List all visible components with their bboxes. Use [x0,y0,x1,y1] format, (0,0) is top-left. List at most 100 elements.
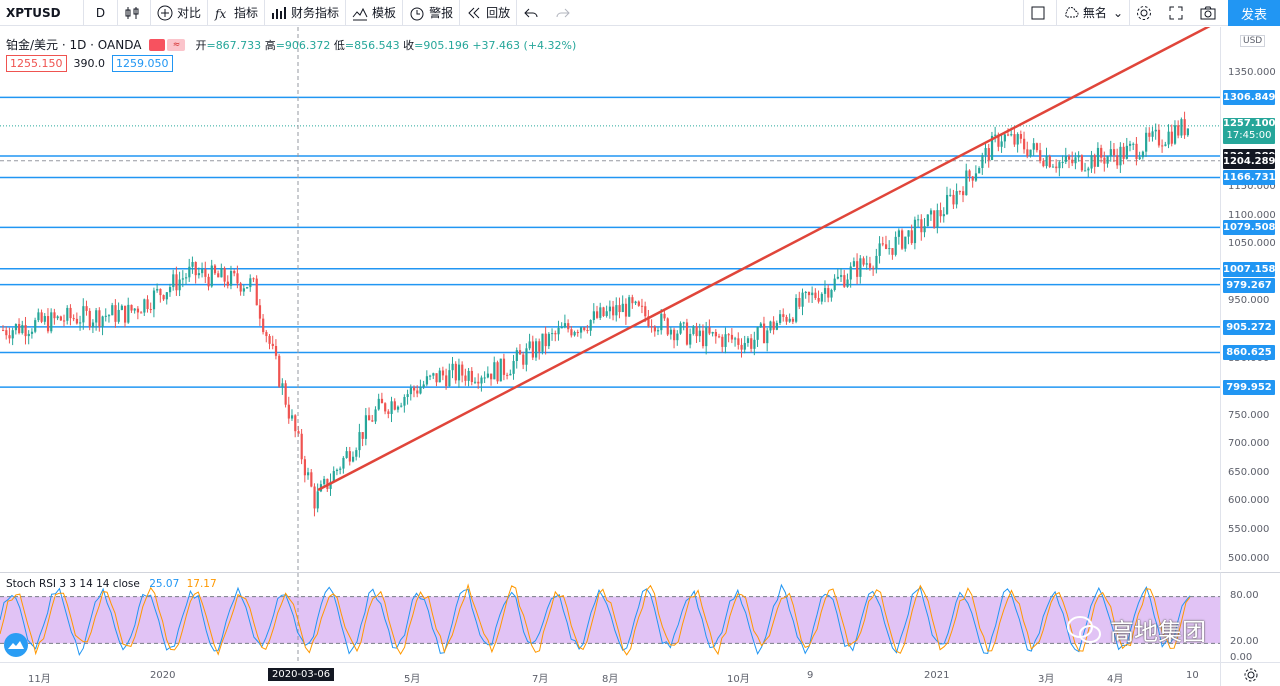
level-label[interactable]: 1007.158 [1223,261,1276,277]
crosshair-price-label: 1204.289 [1223,153,1276,169]
gear-icon[interactable] [1243,667,1259,683]
candle-body [278,355,281,387]
redo-button[interactable] [549,0,581,26]
stoch-rsi-svg[interactable] [0,573,1220,662]
candles-icon [125,6,139,19]
candle-body [798,297,801,307]
candle-body [958,191,962,193]
candle-body [570,329,573,336]
stoch-rsi-pane[interactable] [0,572,1220,662]
level-label[interactable]: 799.952 [1223,380,1275,396]
compare-button[interactable]: 对比 [151,0,209,26]
candle-body [490,373,493,380]
candle-body [249,278,252,288]
candle-body [85,306,88,311]
level-label[interactable]: 905.272 [1223,319,1275,335]
alert-button[interactable]: 警报 [403,0,461,26]
tradingview-logo[interactable] [4,633,28,657]
interval-button[interactable]: D [84,0,118,26]
candle-body [11,330,14,339]
candle-body [191,262,194,267]
candle-body [149,309,152,311]
candle-body [217,273,220,278]
candle-body [875,255,878,269]
replay-button[interactable]: 回放 [460,0,518,26]
fullscreen-layout-button[interactable] [1022,0,1057,26]
candle-body [1039,150,1042,161]
layout-name-button[interactable]: 無名 ⌄ [1057,0,1130,26]
candle-body [136,308,140,313]
candle-body [310,472,313,487]
candle-body [884,244,888,250]
candle-body [1006,134,1010,136]
rsi-axis[interactable] [1220,572,1280,662]
candle-body [201,269,204,274]
replay-label: 回放 [486,6,511,20]
currency-badge[interactable]: USD [1240,35,1266,47]
level-label[interactable]: 860.625 [1223,345,1275,361]
level-label[interactable]: 979.267 [1223,277,1275,293]
templates-button[interactable]: 模板 [346,0,404,26]
candle-body [1135,143,1138,160]
candle-body [303,459,307,476]
financials-button[interactable]: 财务指标 [265,0,347,26]
candle-body [990,135,994,161]
candle-body [714,332,717,337]
snapshot-button[interactable] [1194,0,1226,26]
candle-body [1132,143,1135,145]
candle-body [637,301,640,306]
main-chart-pane[interactable] [0,27,1220,570]
candle-body [724,334,727,347]
candle-body [904,236,907,249]
candle-body [509,373,512,376]
candle-body [612,306,615,316]
candle-body [499,358,502,382]
time-axis[interactable]: 11月 2020 5月 7月 8月 10月 9 2021 3月 4月 10 2020-03-06 [0,662,1220,686]
trendline [317,27,1211,492]
candle-body [8,335,11,339]
candle-body [281,383,284,387]
candle-body [236,273,239,284]
candle-body [788,318,791,322]
buy-price-button[interactable]: 1259.050 [112,55,173,72]
candle-body [82,306,85,323]
price-axis[interactable] [1220,27,1280,570]
level-label[interactable]: 1166.731 [1223,170,1276,186]
candle-body [130,304,133,311]
time-tick: 11月 [28,674,51,685]
candle-body [5,330,8,336]
template-icon [352,7,368,20]
candle-body [37,312,40,321]
symbol-search[interactable]: XPTUSD [0,0,84,26]
candle-body [525,348,528,365]
sell-price-button[interactable]: 1255.150 [6,55,67,72]
time-tick: 10月 [727,674,750,685]
candle-body [737,338,740,345]
candle-body [258,305,262,319]
axis-settings-corner[interactable] [1220,662,1280,686]
indicators-button[interactable]: fx 指标 [208,0,266,26]
candle-body [698,330,701,337]
candle-body [1148,132,1151,137]
undo-button[interactable] [517,0,549,26]
candle-body [127,304,130,323]
chart-type-button[interactable] [118,0,151,26]
level-label[interactable]: 1079.508 [1223,220,1276,236]
candle-body [660,313,663,331]
candle-body [917,219,920,221]
fullscreen-button[interactable] [1162,0,1194,26]
time-tick: 4月 [1107,674,1124,685]
candle-body [897,230,901,237]
candle-body [640,305,644,307]
candle-body [1164,144,1167,146]
price-chart-svg[interactable] [0,27,1220,570]
publish-button[interactable]: 发表 [1228,0,1280,26]
settings-button[interactable] [1130,0,1162,26]
level-label[interactable]: 1306.849 [1223,90,1276,106]
candle-body [50,312,53,332]
candle-body [348,451,351,462]
candle-body [576,332,579,334]
candle-body [233,270,236,274]
candle-body [923,226,926,233]
candle-body [1026,149,1029,157]
